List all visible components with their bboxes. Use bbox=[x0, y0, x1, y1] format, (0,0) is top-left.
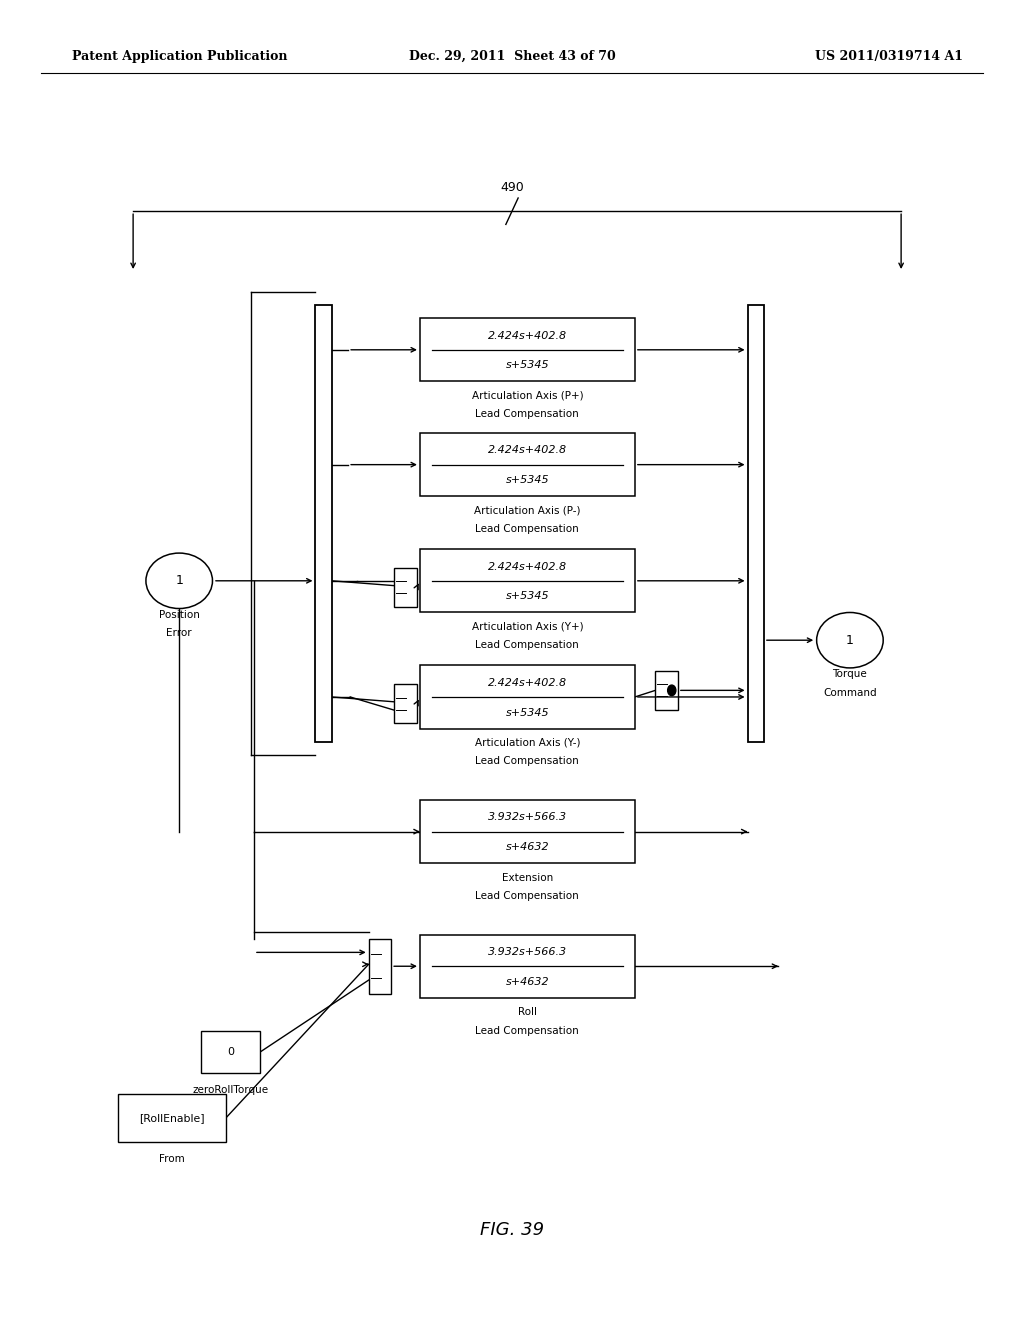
Text: 2.424s+402.8: 2.424s+402.8 bbox=[487, 561, 567, 572]
Text: [RollEnable]: [RollEnable] bbox=[139, 1113, 205, 1123]
Bar bbox=[420, 549, 635, 612]
Bar bbox=[315, 305, 332, 742]
Text: s+5345: s+5345 bbox=[506, 475, 549, 486]
Text: Lead Compensation: Lead Compensation bbox=[475, 640, 580, 651]
Bar bbox=[655, 671, 678, 710]
Text: 1: 1 bbox=[846, 634, 854, 647]
Bar bbox=[420, 800, 635, 863]
Text: Articulation Axis (P-): Articulation Axis (P-) bbox=[474, 506, 581, 516]
Text: Articulation Axis (Y+): Articulation Axis (Y+) bbox=[471, 622, 584, 632]
Bar bbox=[394, 684, 417, 723]
Bar bbox=[420, 935, 635, 998]
Text: 2.424s+402.8: 2.424s+402.8 bbox=[487, 677, 567, 688]
Circle shape bbox=[668, 685, 676, 696]
Text: s+5345: s+5345 bbox=[506, 591, 549, 602]
Text: 3.932s+566.3: 3.932s+566.3 bbox=[487, 946, 567, 957]
Text: zeroRollTorque: zeroRollTorque bbox=[193, 1085, 268, 1096]
Text: Dec. 29, 2011  Sheet 43 of 70: Dec. 29, 2011 Sheet 43 of 70 bbox=[409, 50, 615, 63]
Text: Lead Compensation: Lead Compensation bbox=[475, 756, 580, 767]
Text: Articulation Axis (Y-): Articulation Axis (Y-) bbox=[474, 738, 581, 748]
Text: Articulation Axis (P+): Articulation Axis (P+) bbox=[471, 391, 584, 401]
Bar bbox=[420, 318, 635, 381]
Text: s+5345: s+5345 bbox=[506, 360, 549, 371]
Text: 1: 1 bbox=[175, 574, 183, 587]
Text: s+4632: s+4632 bbox=[506, 842, 549, 853]
Text: s+5345: s+5345 bbox=[506, 708, 549, 718]
Text: Torque: Torque bbox=[833, 669, 867, 680]
Text: 3.932s+566.3: 3.932s+566.3 bbox=[487, 812, 567, 822]
Bar bbox=[748, 305, 764, 742]
Bar bbox=[420, 433, 635, 496]
Text: s+4632: s+4632 bbox=[506, 977, 549, 987]
Text: Position: Position bbox=[159, 610, 200, 620]
Text: From: From bbox=[159, 1154, 185, 1164]
Text: 2.424s+402.8: 2.424s+402.8 bbox=[487, 445, 567, 455]
Text: Patent Application Publication: Patent Application Publication bbox=[72, 50, 287, 63]
Text: Lead Compensation: Lead Compensation bbox=[475, 891, 580, 902]
Bar bbox=[201, 1031, 260, 1073]
Text: 0: 0 bbox=[227, 1047, 233, 1057]
Bar bbox=[119, 1094, 226, 1142]
Text: Error: Error bbox=[166, 628, 193, 639]
Text: Lead Compensation: Lead Compensation bbox=[475, 1026, 580, 1036]
Text: Extension: Extension bbox=[502, 873, 553, 883]
Text: Roll: Roll bbox=[518, 1007, 537, 1018]
Text: Command: Command bbox=[823, 688, 877, 698]
Text: FIG. 39: FIG. 39 bbox=[480, 1221, 544, 1239]
Bar bbox=[369, 939, 391, 994]
Text: Lead Compensation: Lead Compensation bbox=[475, 409, 580, 420]
Text: US 2011/0319714 A1: US 2011/0319714 A1 bbox=[814, 50, 963, 63]
Text: 2.424s+402.8: 2.424s+402.8 bbox=[487, 330, 567, 341]
Bar bbox=[394, 568, 417, 607]
Text: 490: 490 bbox=[500, 181, 524, 194]
Bar bbox=[420, 665, 635, 729]
Text: Lead Compensation: Lead Compensation bbox=[475, 524, 580, 535]
